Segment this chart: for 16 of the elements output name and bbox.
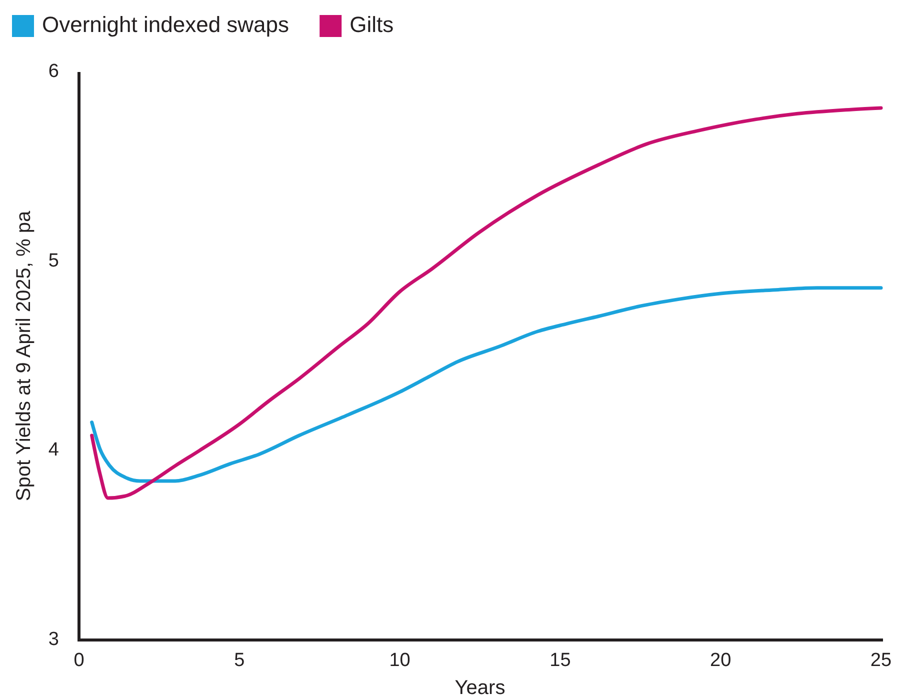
line-series (90, 286, 883, 483)
y-axis-title: Spot Yields at 9 April 2025, % pa (13, 210, 35, 502)
legend-label: Overnight indexed swaps (42, 12, 290, 37)
x-tick-label: 10 (389, 650, 410, 671)
x-tick-label: 0 (74, 650, 84, 671)
x-tick-label: 25 (870, 650, 892, 671)
y-tick-label: 4 (48, 440, 60, 461)
line-series (90, 106, 883, 500)
legend-label: Gilts (350, 12, 394, 37)
x-axis-title: Years (454, 677, 506, 698)
y-tick-label: 3 (48, 629, 59, 650)
x-tick-label: 15 (550, 650, 571, 671)
x-tick-label: 20 (710, 650, 732, 671)
x-tick-label: 5 (234, 650, 245, 671)
y-tick-label: 5 (48, 250, 59, 272)
y-tick-label: 6 (48, 61, 59, 82)
